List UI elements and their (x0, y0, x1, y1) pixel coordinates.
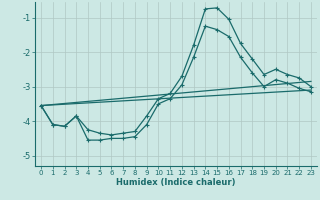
X-axis label: Humidex (Indice chaleur): Humidex (Indice chaleur) (116, 178, 236, 187)
